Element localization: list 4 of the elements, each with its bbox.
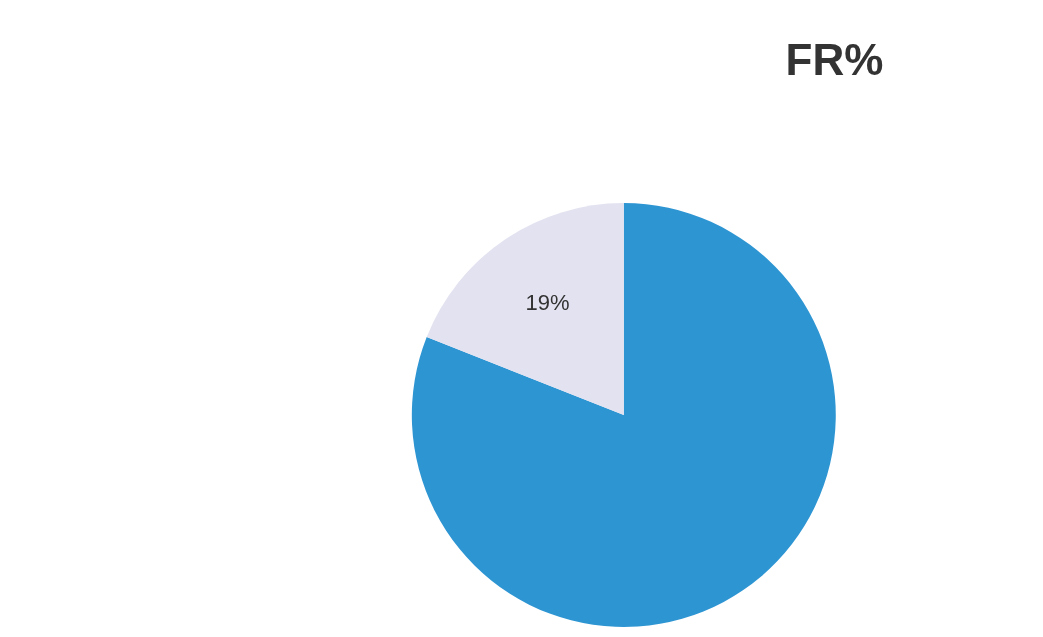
data-label: 19% — [525, 290, 570, 316]
pie-slice — [426, 203, 624, 416]
pie-slice — [411, 203, 836, 627]
chart-title: FR% — [785, 35, 884, 85]
